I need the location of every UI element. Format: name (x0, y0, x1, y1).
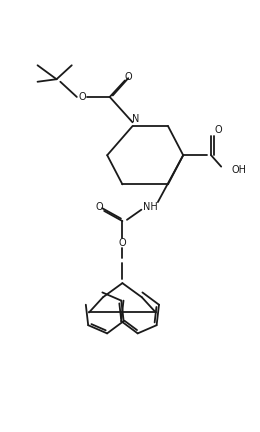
Text: O: O (119, 238, 126, 248)
Text: O: O (125, 72, 133, 82)
Text: O: O (214, 125, 222, 135)
Text: NH: NH (143, 202, 158, 212)
Text: O: O (96, 202, 103, 212)
Text: OH: OH (231, 165, 246, 175)
Text: O: O (78, 92, 86, 102)
Text: N: N (132, 114, 139, 124)
